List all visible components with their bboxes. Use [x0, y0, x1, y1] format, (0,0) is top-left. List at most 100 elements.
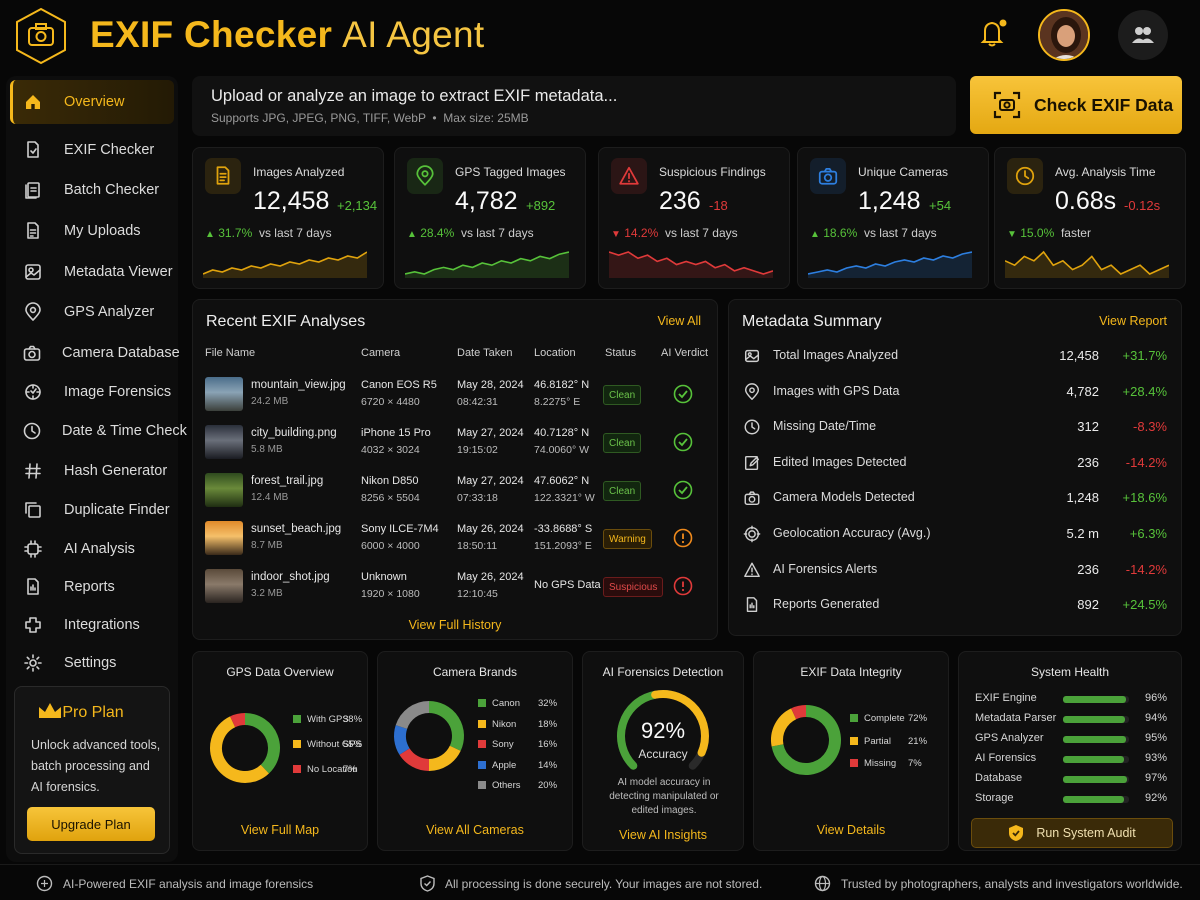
uploads-icon	[22, 220, 44, 242]
table-row[interactable]: sunset_beach.jpg 8.7 MB Sony ILCE-7M4 60…	[203, 517, 713, 561]
sidebar-item-metadata-viewer[interactable]: Metadata Viewer	[10, 253, 174, 291]
sidebar-item-reports[interactable]: Reports	[10, 568, 174, 606]
summary-value: 1,248	[1066, 490, 1099, 506]
notification-bell-icon[interactable]	[976, 16, 1010, 50]
sparkline-line	[1005, 250, 1169, 275]
upload-dropzone[interactable]: Upload or analyze an image to extract EX…	[192, 76, 956, 136]
image-thumbnail	[205, 377, 243, 411]
sidebar-item-label: Image Forensics	[64, 384, 172, 400]
ai-forensics-title: AI Forensics Detection	[602, 665, 724, 679]
stat-delta: -0.12s	[1124, 198, 1161, 213]
gps-overview-title: GPS Data Overview	[226, 665, 334, 679]
table-row[interactable]: forest_trail.jpg 12.4 MB Nikon D850 8256…	[203, 469, 713, 513]
health-label: EXIF Engine	[975, 692, 1037, 704]
donut-slice-sony	[399, 747, 430, 771]
view-report-link[interactable]: View Report	[1099, 314, 1167, 328]
status-badge: Clean	[603, 433, 642, 453]
legend-item: Missing 7%	[850, 758, 922, 769]
trend-arrow-icon: ▲	[810, 229, 820, 240]
reports-icon	[743, 596, 761, 614]
sidebar-item-camera-database[interactable]: Camera Database	[10, 334, 180, 372]
time-taken: 07:33:18	[457, 492, 498, 504]
stat-delta: +54	[929, 198, 952, 213]
legend-item: Apple 14%	[478, 760, 557, 771]
system-health-panel: System Health EXIF Engine 96% Metadata Pa…	[958, 651, 1182, 851]
sidebar-item-ai-analysis[interactable]: AI Analysis	[10, 530, 174, 568]
gps-donut-chart	[210, 713, 280, 783]
time-taken: 19:15:02	[457, 444, 498, 456]
stat-trend: ▲ 28.4% vs last 7 days	[407, 226, 534, 240]
location-lon: 151.2093° E	[534, 540, 592, 552]
sparkline-area	[203, 252, 367, 278]
summary-label: AI Forensics Alerts	[773, 561, 878, 576]
team-icon[interactable]	[1118, 10, 1168, 60]
run-system-audit-button[interactable]: Run System Audit	[971, 818, 1173, 848]
stat-label: Images Analyzed	[253, 165, 345, 179]
sparkline-chart	[405, 251, 569, 278]
user-avatar[interactable]	[1038, 9, 1090, 61]
view-all-link[interactable]: View All	[657, 314, 701, 328]
stat-value: 4,782	[455, 187, 518, 215]
camera-icon	[22, 342, 42, 364]
stat-card-images-analyzed: Images Analyzed 12,458 +2,134 ▲ 31.7% vs…	[192, 147, 384, 289]
accuracy-gauge	[617, 690, 709, 770]
col-location: Location	[534, 347, 576, 359]
stat-card-unique-cameras: Unique Cameras 1,248 +54 ▲ 18.6% vs last…	[797, 147, 989, 289]
sidebar-item-integrations[interactable]: Integrations	[10, 606, 174, 644]
camera-model: iPhone 15 Pro	[361, 427, 431, 439]
gear-icon	[22, 652, 44, 674]
upgrade-plan-button[interactable]: Upgrade Plan	[27, 807, 155, 841]
recent-analyses-panel: Recent EXIF Analyses View All File Name …	[192, 299, 718, 640]
scan-icon	[993, 91, 1021, 119]
summary-delta: +28.4%	[1122, 383, 1167, 399]
col-date-taken: Date Taken	[457, 347, 513, 359]
view-details-link[interactable]: View Details	[816, 823, 886, 837]
check-circle-icon	[673, 480, 693, 500]
sidebar-item-overview[interactable]: Overview	[10, 80, 174, 124]
sidebar-item-my-uploads[interactable]: My Uploads	[10, 212, 174, 250]
sidebar-item-image-forensics[interactable]: Image Forensics	[10, 373, 174, 411]
summary-delta: +6.3%	[1129, 526, 1167, 541]
sparkline-chart	[609, 251, 773, 278]
sparkline-line	[203, 251, 367, 275]
file-size: 8.7 MB	[251, 540, 283, 551]
sparkline-line	[405, 251, 569, 275]
table-row[interactable]: city_building.png 5.8 MB iPhone 15 Pro 4…	[203, 421, 713, 465]
health-pct: 94%	[1145, 712, 1168, 724]
alert-circle-icon	[673, 528, 693, 548]
sidebar-item-exif-checker[interactable]: EXIF Checker	[10, 131, 174, 169]
stat-label: Unique Cameras	[858, 165, 949, 179]
summary-delta: -14.2%	[1125, 561, 1167, 577]
stat-trend: ▲ 18.6% vs last 7 days	[810, 226, 937, 240]
col-file-name: File Name	[205, 347, 256, 359]
legend-swatch	[293, 715, 301, 723]
health-label: GPS Analyzer	[975, 732, 1044, 744]
check-exif-button[interactable]: Check EXIF Data	[970, 76, 1182, 134]
date-taken: May 26, 2024	[457, 523, 524, 535]
table-row[interactable]: mountain_view.jpg 24.2 MB Canon EOS R5 6…	[203, 373, 713, 417]
shield-icon	[420, 875, 435, 892]
view-ai-insights-link[interactable]: View AI Insights	[618, 828, 707, 842]
footer-trust: Trusted by photographers, analysts and i…	[814, 875, 1183, 892]
view-full-history-link[interactable]: View Full History	[408, 618, 502, 632]
table-row[interactable]: indoor_shot.jpg 3.2 MB Unknown 1920 × 10…	[203, 565, 713, 609]
check-circle-icon	[673, 384, 693, 404]
sidebar-item-hash-generator[interactable]: Hash Generator	[10, 452, 174, 490]
legend-swatch	[478, 719, 486, 728]
sidebar-item-gps-analyzer[interactable]: GPS Analyzer	[10, 293, 174, 331]
view-all-cameras-link[interactable]: View All Cameras	[426, 823, 524, 837]
sidebar-item-label: AI Analysis	[64, 541, 135, 557]
col-camera: Camera	[361, 347, 401, 359]
recent-analyses-title: Recent EXIF Analyses	[206, 313, 366, 330]
sidebar-item-batch-checker[interactable]: Batch Checker	[10, 171, 174, 209]
sidebar-item-settings[interactable]: Settings	[10, 644, 174, 682]
donut-slice-complete	[771, 705, 841, 775]
view-full-map-link[interactable]: View Full Map	[240, 823, 320, 837]
camera-model: Unknown	[361, 571, 407, 583]
sidebar-item-date-time-check[interactable]: Date & Time Check	[10, 412, 187, 450]
accuracy-description: AI model accuracy in detecting manipulat…	[609, 777, 719, 816]
camera-icon	[743, 489, 761, 507]
ai-brain-icon	[36, 875, 53, 892]
donut-slice-no-location	[230, 713, 246, 728]
sidebar-item-duplicate-finder[interactable]: Duplicate Finder	[10, 491, 174, 529]
